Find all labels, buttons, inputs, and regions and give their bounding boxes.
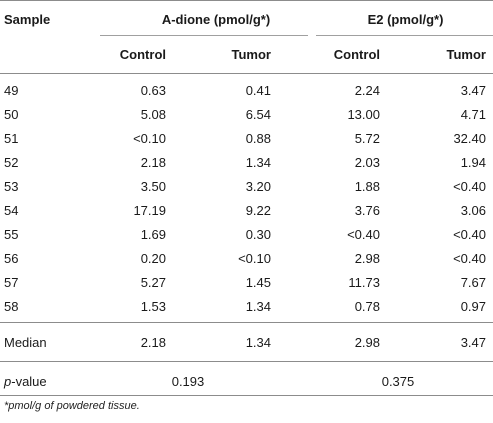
cell-adione-tumor: 0.41 — [245, 83, 271, 98]
sample-id: 53 — [4, 179, 19, 194]
cell-adione-control: 2.18 — [140, 155, 166, 170]
cell-adione-tumor: 9.22 — [245, 203, 271, 218]
cell-adione-control: 5.27 — [140, 275, 166, 290]
sample-id: 54 — [4, 203, 19, 218]
median-adione-control: 2.18 — [140, 335, 166, 350]
table-bottom-rule — [0, 395, 493, 396]
cell-adione-control: 5.08 — [140, 107, 166, 122]
sample-id: 52 — [4, 155, 19, 170]
cell-adione-control: 0.63 — [140, 83, 166, 98]
cell-adione-tumor: 1.34 — [245, 155, 271, 170]
median-top-rule — [0, 322, 493, 323]
sample-id: 58 — [4, 299, 19, 314]
cell-adione-tumor: 3.20 — [245, 179, 271, 194]
pvalue-label-rest: -value — [11, 374, 47, 389]
cell-adione-control: 0.20 — [140, 251, 166, 266]
cell-e2-control: <0.40 — [347, 227, 380, 242]
a-dione-group-rule — [100, 35, 308, 36]
cell-e2-tumor: <0.40 — [453, 251, 486, 266]
cell-e2-tumor: 32.40 — [453, 131, 486, 146]
sample-id: 57 — [4, 275, 19, 290]
median-label: Median — [4, 335, 47, 350]
e2-group-rule — [316, 35, 493, 36]
cell-adione-tumor: 6.54 — [245, 107, 271, 122]
cell-e2-control: 13.00 — [347, 107, 380, 122]
header-e2-tumor: Tumor — [446, 47, 486, 62]
cell-e2-control: 2.98 — [354, 251, 380, 266]
cell-e2-control: 11.73 — [348, 275, 380, 290]
header-adione-control: Control — [119, 47, 166, 62]
cell-adione-tumor: 1.34 — [245, 299, 271, 314]
pvalue-label-italic: p — [4, 374, 12, 389]
pvalue-e2: 0.375 — [381, 374, 415, 389]
cell-e2-tumor: <0.40 — [453, 227, 486, 242]
cell-e2-control: 0.78 — [354, 299, 380, 314]
pvalue-top-rule — [0, 361, 493, 362]
header-adione-tumor: Tumor — [231, 47, 271, 62]
table-footnote: *pmol/g of powdered tissue. — [4, 400, 140, 412]
cell-e2-tumor: 4.71 — [460, 107, 486, 122]
cell-adione-control: 1.69 — [140, 227, 166, 242]
pvalue-adione: 0.193 — [171, 374, 205, 389]
cell-e2-control: 1.88 — [354, 179, 380, 194]
sample-id: 56 — [4, 251, 19, 266]
cell-e2-tumor: 3.06 — [460, 203, 486, 218]
header-a-dione: A-dione (pmol/g*) — [161, 12, 271, 27]
cell-adione-tumor: <0.10 — [238, 251, 271, 266]
cell-e2-tumor: 3.47 — [460, 83, 486, 98]
sample-id: 51 — [4, 131, 19, 146]
sample-id: 50 — [4, 107, 19, 122]
cell-e2-tumor: 0.97 — [460, 299, 486, 314]
sample-id: 55 — [4, 227, 19, 242]
median-e2-tumor: 3.47 — [460, 335, 486, 350]
cell-e2-control: 5.72 — [354, 131, 380, 146]
cell-adione-tumor: 0.30 — [245, 227, 271, 242]
table-top-rule — [0, 0, 493, 1]
cell-adione-control: 17.19 — [133, 203, 166, 218]
header-e2-control: Control — [333, 47, 380, 62]
cell-adione-control: <0.10 — [133, 131, 166, 146]
sample-id: 49 — [4, 83, 19, 98]
cell-adione-tumor: 1.45 — [245, 275, 271, 290]
cell-e2-tumor: 7.67 — [460, 275, 486, 290]
median-adione-tumor: 1.34 — [245, 335, 271, 350]
header-bottom-rule — [0, 73, 493, 74]
cell-e2-tumor: 1.94 — [460, 155, 486, 170]
pvalue-label: p-value — [4, 374, 47, 389]
cell-e2-control: 2.24 — [354, 83, 380, 98]
cell-e2-control: 3.76 — [354, 203, 380, 218]
median-e2-control: 2.98 — [354, 335, 380, 350]
cell-adione-control: 1.53 — [140, 299, 166, 314]
header-e2: E2 (pmol/g*) — [367, 12, 444, 27]
cell-e2-tumor: <0.40 — [453, 179, 486, 194]
cell-adione-control: 3.50 — [140, 179, 166, 194]
header-sample: Sample — [4, 12, 51, 27]
cell-e2-control: 2.03 — [354, 155, 380, 170]
cell-adione-tumor: 0.88 — [245, 131, 271, 146]
